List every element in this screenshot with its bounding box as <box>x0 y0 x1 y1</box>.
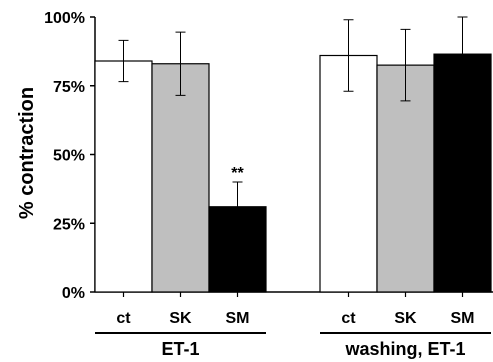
category-label: SM <box>226 310 250 327</box>
category-label: ct <box>341 310 356 327</box>
y-tick-label: 100% <box>44 10 85 27</box>
bar-ct <box>94 60 153 293</box>
group-label: ET-1 <box>161 339 199 359</box>
y-axis-label: % contraction <box>16 87 38 219</box>
category-label: SK <box>394 310 417 327</box>
bar-ct <box>319 54 378 293</box>
group-label: washing, ET-1 <box>344 339 465 359</box>
category-label: ct <box>116 310 131 327</box>
y-tick-label: 50% <box>53 148 85 165</box>
significance-label: ** <box>231 165 244 182</box>
y-tick-label: 25% <box>53 216 85 233</box>
y-tick-label: 75% <box>53 79 85 96</box>
plot-area: 0% 25% 50% 75% 100% ct SK ** SM ET-1 ct SK SM washing… <box>44 10 493 359</box>
bar-sk <box>151 63 210 293</box>
category-label: SM <box>451 310 475 327</box>
category-label: SK <box>169 310 192 327</box>
y-tick-label: 0% <box>62 285 85 302</box>
